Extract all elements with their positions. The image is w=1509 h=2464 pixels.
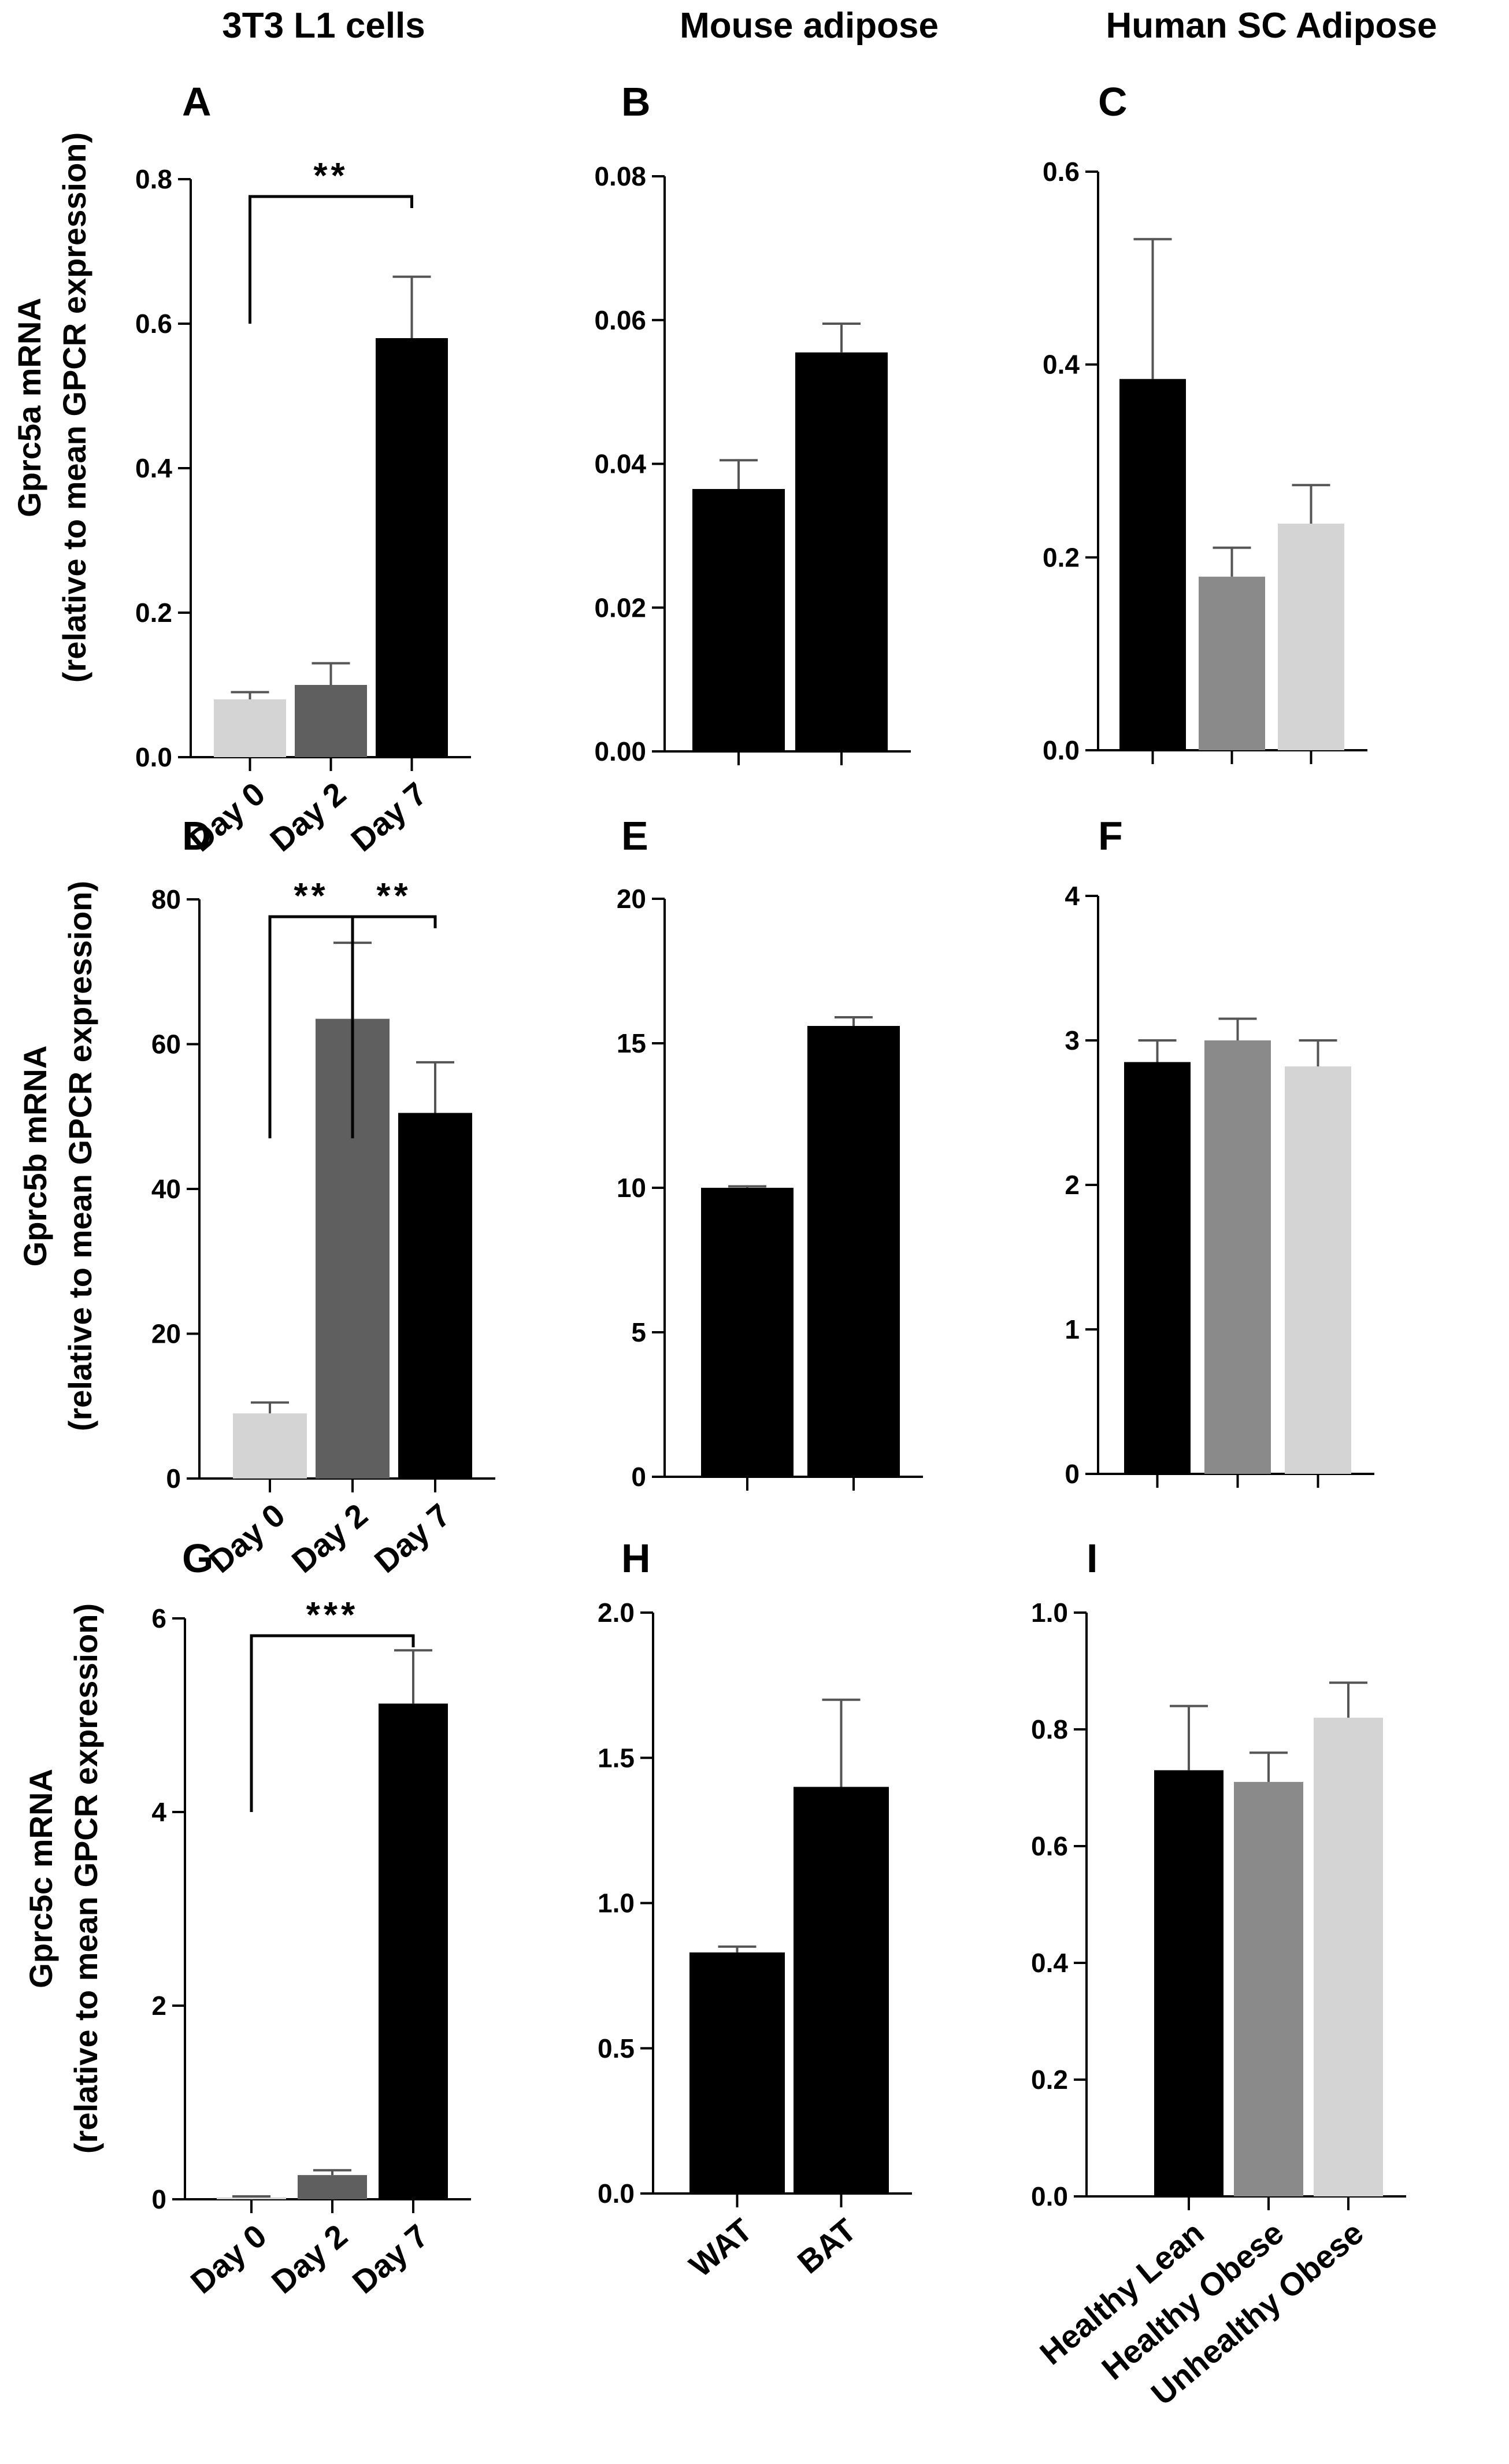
y-tick-label-b: 0.06 [594, 305, 646, 335]
bar-h-2 [794, 1787, 889, 2193]
row-title-gprc5b-line2: (relative to mean GPCR expression) [62, 881, 98, 1431]
significance-label-d-2: ** [376, 876, 411, 916]
y-tick-label-g: 4 [151, 1797, 166, 1827]
significance-label-g-1: *** [306, 1595, 358, 1635]
y-tick-label-h: 1.0 [598, 1888, 635, 1918]
y-tick-label-b: 0.00 [594, 736, 646, 766]
column-title-3t3: 3T3 L1 cells [222, 6, 425, 46]
panel-letter-i: I [1087, 1536, 1098, 1581]
significance-bracket-g-1 [250, 1634, 415, 1812]
y-tick-label-e: 10 [617, 1173, 646, 1203]
y-tick-label-d: 80 [151, 884, 181, 914]
y-tick-label-f: 3 [1065, 1025, 1080, 1055]
y-tick-label-b: 0.08 [594, 161, 646, 191]
bar-i-2 [1234, 1781, 1303, 2196]
y-tick-label-e: 0 [631, 1462, 646, 1492]
panel-c: C 0.0 0.2 0.4 0.6 [1043, 79, 1367, 765]
y-tick-label-e: 15 [617, 1028, 646, 1058]
bar-i-3 [1314, 1717, 1383, 2196]
y-tick-label-h: 1.5 [598, 1743, 635, 1773]
row-title-gprc5b-line1: Gprc5b mRNA [17, 1046, 53, 1267]
y-tick-label-i: 0.0 [1031, 2181, 1068, 2211]
y-tick-label-e: 5 [631, 1317, 646, 1347]
y-tick-label-c: 0.6 [1043, 157, 1080, 187]
bar-a-2 [295, 685, 367, 757]
panel-letter-e: E [621, 813, 648, 858]
y-tick-label-f: 1 [1065, 1314, 1080, 1344]
y-tick-label-a: 0.6 [135, 309, 172, 339]
y-tick-label-f: 2 [1065, 1170, 1080, 1200]
y-tick-label-a: 0.0 [135, 742, 172, 772]
bar-b-2 [795, 352, 888, 751]
panel-e: E 0 5 10 15 20 [617, 813, 923, 1492]
bar-c-2 [1199, 576, 1265, 750]
y-tick-label-b: 0.04 [594, 449, 646, 479]
y-tick-label-g: 6 [151, 1603, 166, 1633]
bar-i-1 [1154, 1770, 1223, 2196]
bar-g-3 [379, 1703, 448, 2199]
y-tick-label-e: 20 [617, 884, 646, 914]
bar-f-3 [1285, 1066, 1351, 1474]
bar-e-1 [701, 1188, 794, 1477]
bar-f-1 [1124, 1062, 1191, 1474]
y-tick-label-i: 0.8 [1031, 1714, 1068, 1744]
bar-a-1 [214, 699, 286, 757]
significance-label-a-1: ** [313, 156, 348, 196]
panel-letter-c: C [1098, 79, 1128, 124]
y-tick-label-h: 0.0 [598, 2178, 635, 2209]
significance-label-d-1: ** [294, 876, 328, 916]
bar-d-3 [398, 1113, 472, 1479]
y-tick-label-f: 4 [1065, 881, 1080, 911]
y-tick-label-c: 0.2 [1043, 542, 1080, 572]
y-tick-label-d: 0 [166, 1463, 181, 1494]
panel-letter-a: A [182, 79, 212, 124]
y-tick-label-d: 40 [151, 1174, 181, 1204]
y-tick-label-b: 0.02 [594, 592, 646, 623]
y-tick-label-f: 0 [1065, 1459, 1080, 1489]
y-tick-label-a: 0.4 [135, 453, 172, 483]
y-tick-label-h: 0.5 [598, 2033, 635, 2063]
row-title-gprc5c-line1: Gprc5c mRNA [23, 1769, 59, 1988]
bar-g-2 [298, 2175, 367, 2199]
bar-d-1 [233, 1413, 307, 1479]
bar-a-3 [376, 338, 448, 757]
panel-f: F 0 1 2 3 4 [1065, 813, 1374, 1489]
row-title-gprc5a-line1: Gprc5a mRNA [11, 298, 47, 517]
y-tick-label-i: 0.6 [1031, 1831, 1068, 1861]
panel-letter-d: D [182, 813, 212, 858]
panel-letter-h: H [621, 1536, 651, 1581]
y-tick-label-i: 1.0 [1031, 1598, 1068, 1628]
bar-b-1 [692, 489, 785, 751]
y-tick-label-h: 2.0 [598, 1598, 635, 1628]
y-tick-label-i: 0.4 [1031, 1948, 1068, 1978]
y-tick-label-c: 0.4 [1043, 350, 1080, 380]
bar-h-1 [689, 1952, 785, 2193]
y-tick-label-a: 0.8 [135, 164, 172, 194]
bar-c-1 [1119, 379, 1186, 750]
column-title-mouse: Mouse adipose [680, 6, 939, 46]
column-title-human: Human SC Adipose [1106, 6, 1437, 46]
significance-bracket-d-2 [351, 915, 437, 1139]
row-title-gprc5a-line2: (relative to mean GPCR expression) [56, 132, 92, 683]
bar-e-2 [807, 1026, 900, 1477]
panel-letter-b: B [621, 79, 651, 124]
y-tick-label-g: 0 [151, 2184, 166, 2214]
bar-f-2 [1204, 1040, 1271, 1474]
panel-letter-f: F [1098, 813, 1123, 858]
y-tick-label-i: 0.2 [1031, 2065, 1068, 2095]
y-tick-label-a: 0.2 [135, 598, 172, 628]
y-tick-label-c: 0.0 [1043, 735, 1080, 765]
bar-g-1 [217, 2197, 286, 2199]
panel-b: B 0.00 0.02 0.04 0.06 0.08 [594, 79, 911, 766]
row-title-gprc5c-line2: (relative to mean GPCR expression) [68, 1603, 104, 2154]
y-tick-label-g: 2 [151, 1991, 166, 2021]
y-tick-label-d: 20 [151, 1319, 181, 1349]
panel-letter-g: G [182, 1536, 213, 1581]
bar-c-3 [1278, 523, 1344, 750]
y-tick-label-d: 60 [151, 1029, 181, 1059]
significance-bracket-a-1 [249, 195, 413, 324]
